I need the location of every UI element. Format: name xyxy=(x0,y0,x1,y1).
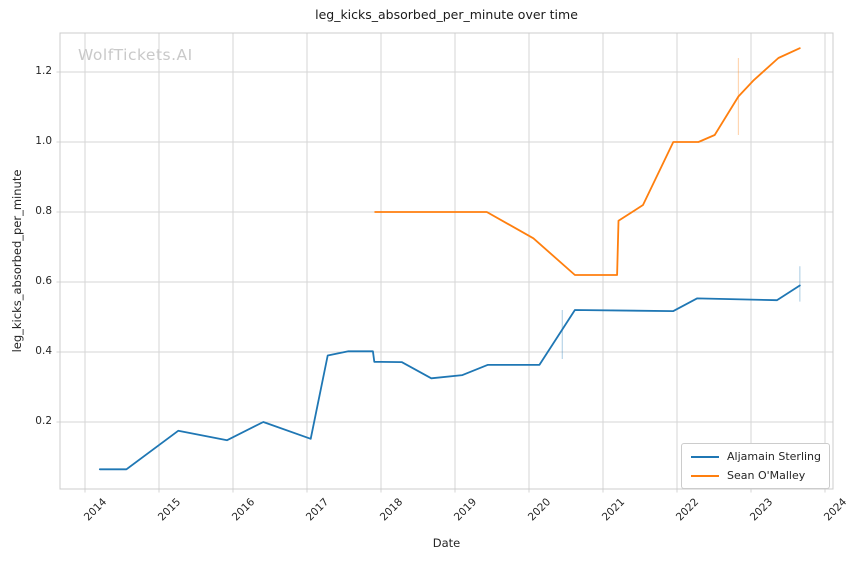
line-swatch-orange xyxy=(691,474,719,477)
y-tick-label: 0.6 xyxy=(35,275,52,287)
line-swatch-blue xyxy=(691,455,719,458)
legend-label: Aljamain Sterling xyxy=(727,450,822,463)
x-axis-label: Date xyxy=(432,536,461,550)
y-tick-label: 1.0 xyxy=(35,135,52,147)
y-tick-label: 1.2 xyxy=(35,65,52,77)
y-tick-label: 0.2 xyxy=(35,415,52,427)
y-axis-label: leg_kicks_absorbed_per_minute xyxy=(10,169,24,353)
chart-title: leg_kicks_absorbed_per_minute over time xyxy=(315,7,578,22)
legend-item: Aljamain Sterling xyxy=(691,450,822,463)
legend: Aljamain Sterling Sean O'Malley xyxy=(681,443,830,489)
legend-label: Sean O'Malley xyxy=(727,469,806,482)
y-tick-label: 0.4 xyxy=(35,345,52,357)
legend-item: Sean O'Malley xyxy=(691,469,820,482)
watermark: WolfTickets.AI xyxy=(78,46,193,64)
y-tick-label: 0.8 xyxy=(35,205,52,217)
